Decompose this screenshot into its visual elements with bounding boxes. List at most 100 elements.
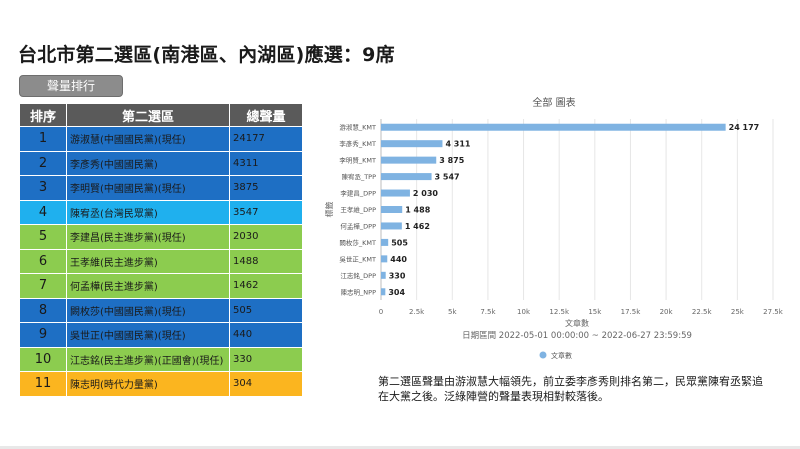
header-district: 第二選區	[67, 104, 229, 126]
candidate-cell: 陳宥丞(台灣民眾黨)	[67, 201, 229, 225]
y-tick-label: 王孝維_DPP	[340, 205, 376, 214]
volume-cell: 3875	[230, 176, 302, 200]
bar	[381, 173, 432, 180]
y-tick-label: 陳志明_NPP	[341, 287, 377, 296]
bar	[381, 272, 386, 279]
x-tick-label: 25k	[731, 308, 745, 316]
candidate-cell: 游淑慧(中國國民黨)(現任)	[67, 127, 229, 151]
x-tick-label: 15k	[588, 308, 602, 316]
candidate-cell: 闕枚莎(中國國民黨)(現任)	[67, 299, 229, 323]
x-tick-label: 20k	[660, 308, 674, 316]
table-row: 8 闕枚莎(中國國民黨)(現任) 505	[20, 299, 302, 323]
candidate-cell: 李建昌(民主進步黨)(現任)	[67, 225, 229, 249]
candidate-cell: 李彥秀(中國國民黨)	[67, 152, 229, 176]
x-tick-label: 2.5k	[409, 308, 425, 316]
y-tick-label: 吳世正_KMT	[339, 254, 376, 263]
volume-cell: 24177	[230, 127, 302, 151]
chart-title: 全部 圖表	[532, 96, 575, 109]
table-row: 1 游淑慧(中國國民黨)(現任) 24177	[20, 127, 302, 151]
table-row: 6 王孝維(民主進步黨) 1488	[20, 250, 302, 274]
rank-cell: 11	[20, 372, 66, 396]
bar	[381, 239, 388, 246]
x-tick-label: 5k	[448, 308, 457, 316]
data-label: 3 547	[435, 173, 460, 182]
ranking-tag: 聲量排行	[19, 75, 123, 97]
candidate-cell: 王孝維(民主進步黨)	[67, 250, 229, 274]
x-tick-label: 7.5k	[480, 308, 496, 316]
rank-cell: 4	[20, 201, 66, 225]
ranking-table: 排序 第二選區 總聲量 1 游淑慧(中國國民黨)(現任) 24177 2 李彥秀(中國國…	[19, 103, 303, 397]
bar	[381, 288, 385, 295]
table-row: 11 陳志明(時代力量黨) 304	[20, 372, 302, 396]
rank-cell: 7	[20, 274, 66, 298]
candidate-cell: 何孟樺(民主進步黨)	[67, 274, 229, 298]
header-rank: 排序	[20, 104, 66, 126]
table-header-row: 排序 第二選區 總聲量	[20, 104, 302, 126]
volume-cell: 304	[230, 372, 302, 396]
volume-cell: 505	[230, 299, 302, 323]
volume-cell: 330	[230, 348, 302, 372]
y-tick-label: 江志銘_DPP	[340, 271, 376, 280]
bar	[381, 255, 387, 262]
page-title: 台北市第二選區(南港區、內湖區)應選：9席	[18, 40, 395, 67]
y-tick-label: 何孟樺_DPP	[340, 221, 376, 230]
rank-cell: 2	[20, 152, 66, 176]
bar	[381, 124, 726, 131]
rank-cell: 10	[20, 348, 66, 372]
data-label: 3 875	[439, 156, 464, 165]
y-tick-label: 李明賢_KMT	[339, 156, 376, 165]
table-row: 3 李明賢(中國國民黨)(現任) 3875	[20, 176, 302, 200]
table-row: 4 陳宥丞(台灣民眾黨) 3547	[20, 201, 302, 225]
rank-cell: 1	[20, 127, 66, 151]
y-tick-label: 游淑慧_KMT	[339, 123, 376, 132]
rank-cell: 6	[20, 250, 66, 274]
data-label: 330	[389, 271, 406, 280]
x-tick-label: 22.5k	[692, 308, 713, 316]
rank-cell: 9	[20, 323, 66, 347]
header-volume: 總聲量	[230, 104, 302, 126]
table-row: 7 何孟樺(民主進步黨) 1462	[20, 274, 302, 298]
rank-cell: 8	[20, 299, 66, 323]
table-row: 5 李建昌(民主進步黨)(現任) 2030	[20, 225, 302, 249]
y-tick-label: 陳宥丞_TPP	[341, 172, 376, 181]
volume-cell: 1462	[230, 274, 302, 298]
data-label: 440	[390, 255, 407, 264]
chart-container: 全部 圖表 0 2.5k 5k 7.5k 10k 12.5k 15k 17.5k 20k 22.5k…	[318, 92, 790, 367]
rank-cell: 5	[20, 225, 66, 249]
data-label: 24 177	[729, 123, 760, 132]
bar-chart: 全部 圖表 0 2.5k 5k 7.5k 10k 12.5k 15k 17.5k 20k 22.5k…	[318, 92, 790, 367]
description-text: 第二選區聲量由游淑慧大幅領先，前立委李彥秀則排名第二，民眾黨陳宥丞緊追在大黨之後…	[378, 374, 770, 404]
legend-marker	[540, 352, 547, 359]
volume-cell: 4311	[230, 152, 302, 176]
bar	[381, 206, 402, 213]
bar	[381, 190, 410, 197]
x-axis-label: 文章數	[565, 318, 589, 328]
y-tick-label: 李彥秀_KMT	[339, 139, 376, 148]
y-tick-label: 闕枚莎_KMT	[339, 238, 376, 247]
date-range-text: 日期區間 2022-05-01 00:00:00 ~ 2022-06-27 23…	[462, 331, 692, 341]
table-row: 2 李彥秀(中國國民黨) 4311	[20, 152, 302, 176]
volume-cell: 3547	[230, 201, 302, 225]
data-label: 1 488	[405, 206, 430, 215]
bar	[381, 140, 442, 147]
data-label: 2 030	[413, 189, 438, 198]
candidate-cell: 陳志明(時代力量黨)	[67, 372, 229, 396]
candidate-cell: 李明賢(中國國民黨)(現任)	[67, 176, 229, 200]
data-label: 505	[391, 238, 408, 247]
candidate-cell: 江志銘(民主進步黨)(正國會)(現任)	[67, 348, 229, 372]
x-tick-label: 10k	[517, 308, 531, 316]
rank-cell: 3	[20, 176, 66, 200]
data-label: 4 311	[445, 140, 470, 149]
x-tick-label: 17.5k	[621, 308, 642, 316]
data-label: 304	[388, 288, 405, 297]
volume-cell: 2030	[230, 225, 302, 249]
x-tick-label: 27.5k	[763, 308, 784, 316]
volume-cell: 1488	[230, 250, 302, 274]
volume-cell: 440	[230, 323, 302, 347]
table-row: 10 江志銘(民主進步黨)(正國會)(現任) 330	[20, 348, 302, 372]
bar	[381, 222, 402, 229]
x-tick-label: 0	[379, 308, 383, 316]
candidate-cell: 吳世正(中國國民黨)(現任)	[67, 323, 229, 347]
bar	[381, 157, 436, 164]
x-tick-label: 12.5k	[549, 308, 570, 316]
